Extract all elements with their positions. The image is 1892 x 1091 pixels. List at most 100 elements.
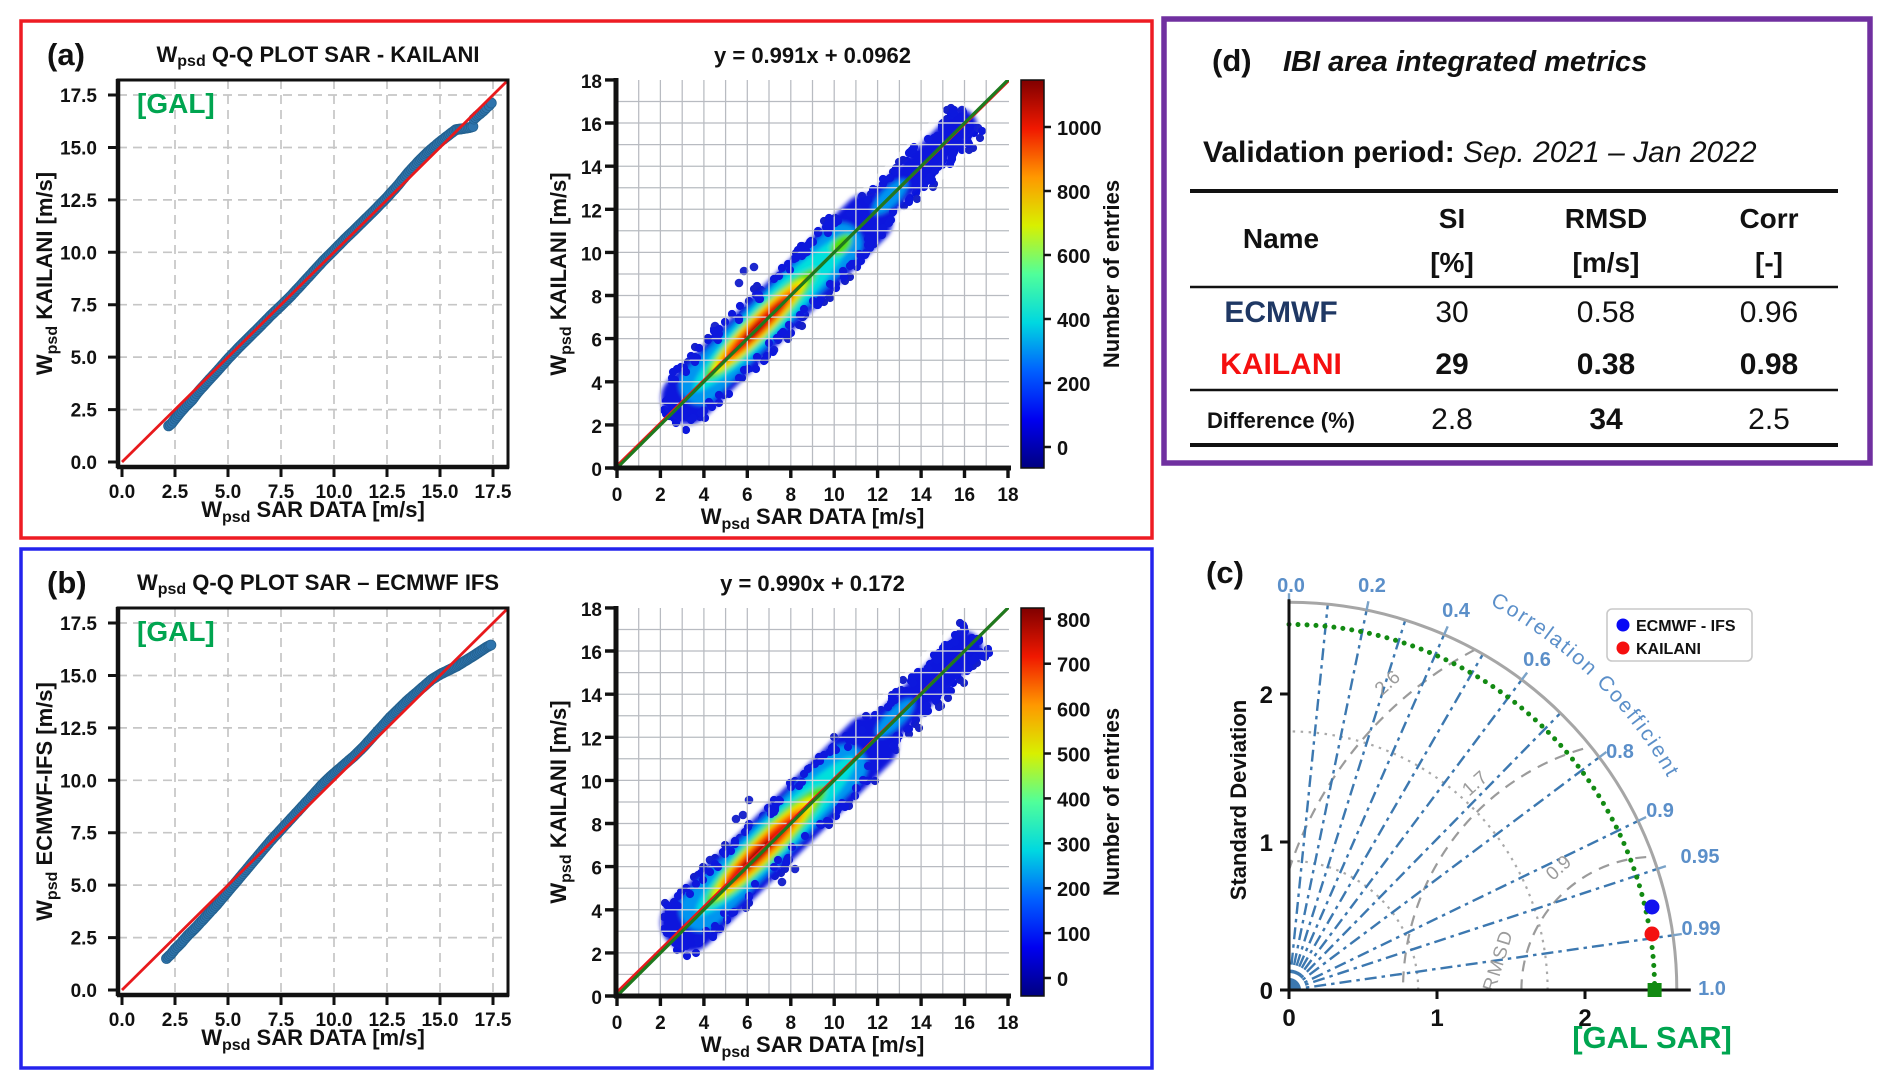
svg-text:0.4: 0.4 <box>1442 600 1471 622</box>
svg-text:7.5: 7.5 <box>71 824 98 845</box>
svg-text:2: 2 <box>591 417 602 438</box>
svg-text:600: 600 <box>1057 246 1090 268</box>
svg-text:8: 8 <box>786 1013 797 1034</box>
svg-text:2.5: 2.5 <box>1748 403 1790 436</box>
svg-text:(d): (d) <box>1212 43 1252 78</box>
svg-text:ECMWF - IFS: ECMWF - IFS <box>1636 618 1736 635</box>
svg-text:0.0: 0.0 <box>109 482 135 503</box>
svg-text:0.0: 0.0 <box>71 981 97 1002</box>
svg-text:2: 2 <box>591 945 602 966</box>
svg-text:Wpsd Q-Q PLOT SAR - KAILANI: Wpsd Q-Q PLOT SAR - KAILANI <box>157 42 480 70</box>
svg-text:14: 14 <box>581 686 603 707</box>
svg-text:Wpsd SAR DATA [m/s]: Wpsd SAR DATA [m/s] <box>701 504 925 533</box>
svg-text:8: 8 <box>591 816 602 837</box>
svg-text:4: 4 <box>699 485 710 506</box>
svg-text:2: 2 <box>655 485 666 506</box>
svg-text:15.0: 15.0 <box>422 482 459 503</box>
svg-text:SI: SI <box>1439 203 1465 234</box>
svg-text:0.58: 0.58 <box>1577 296 1635 329</box>
svg-text:6: 6 <box>591 859 602 880</box>
svg-text:0.38: 0.38 <box>1577 348 1635 381</box>
svg-text:10.0: 10.0 <box>316 1010 353 1031</box>
svg-text:10: 10 <box>581 244 602 265</box>
svg-text:17.5: 17.5 <box>60 86 97 107</box>
svg-text:16: 16 <box>581 115 602 136</box>
svg-text:1000: 1000 <box>1057 118 1102 140</box>
svg-text:5.0: 5.0 <box>215 482 241 503</box>
svg-text:8: 8 <box>786 485 797 506</box>
svg-text:Number of entries: Number of entries <box>1099 180 1124 368</box>
svg-text:0: 0 <box>612 485 623 506</box>
svg-text:17.5: 17.5 <box>475 482 512 503</box>
svg-text:Wpsd Q-Q PLOT SAR – ECMWF IFS: Wpsd Q-Q PLOT SAR – ECMWF IFS <box>137 570 499 598</box>
svg-text:[GAL]: [GAL] <box>137 616 215 647</box>
svg-text:2: 2 <box>1578 1005 1591 1032</box>
svg-text:1: 1 <box>1430 1005 1443 1032</box>
svg-text:(a): (a) <box>47 37 85 72</box>
svg-text:Difference (%): Difference (%) <box>1207 408 1355 433</box>
svg-text:Number of entries: Number of entries <box>1099 708 1124 896</box>
svg-text:0: 0 <box>1260 978 1273 1005</box>
svg-text:15.0: 15.0 <box>422 1010 459 1031</box>
svg-text:2.5: 2.5 <box>162 1010 189 1031</box>
svg-text:16: 16 <box>954 485 975 506</box>
svg-text:IBI area integrated metrics: IBI area integrated metrics <box>1283 46 1647 78</box>
svg-text:6: 6 <box>742 1013 753 1034</box>
svg-text:5.0: 5.0 <box>215 1010 241 1031</box>
svg-text:29: 29 <box>1435 348 1468 381</box>
svg-text:[GAL]: [GAL] <box>137 88 215 119</box>
svg-text:0: 0 <box>1057 438 1068 460</box>
svg-text:(b): (b) <box>47 565 87 600</box>
svg-text:0.96: 0.96 <box>1740 296 1798 329</box>
svg-text:0: 0 <box>591 460 602 481</box>
svg-text:Corr: Corr <box>1739 203 1798 234</box>
svg-text:14: 14 <box>911 1013 933 1034</box>
svg-text:12: 12 <box>867 485 888 506</box>
svg-text:400: 400 <box>1057 310 1090 332</box>
svg-text:1: 1 <box>1260 830 1273 857</box>
svg-text:0: 0 <box>1282 1005 1295 1032</box>
svg-text:(c): (c) <box>1206 555 1244 590</box>
svg-text:5.0: 5.0 <box>71 876 97 897</box>
svg-text:KAILANI: KAILANI <box>1636 641 1701 658</box>
svg-text:2: 2 <box>1260 682 1273 709</box>
svg-text:2.5: 2.5 <box>71 401 98 422</box>
svg-text:200: 200 <box>1057 374 1090 396</box>
svg-text:12: 12 <box>867 1013 888 1034</box>
svg-text:RMSD: RMSD <box>1565 203 1647 234</box>
svg-text:1.0: 1.0 <box>1698 978 1726 1000</box>
svg-text:800: 800 <box>1057 182 1090 204</box>
svg-text:Wpsd KAILANI [m/s]: Wpsd KAILANI [m/s] <box>32 172 61 375</box>
svg-text:10: 10 <box>824 485 845 506</box>
svg-text:0.99: 0.99 <box>1682 918 1721 940</box>
svg-text:2: 2 <box>655 1013 666 1034</box>
svg-text:y = 0.991x + 0.0962: y = 0.991x + 0.0962 <box>714 43 911 68</box>
svg-text:12.5: 12.5 <box>60 719 97 740</box>
svg-text:Wpsd ECMWF-IFS [m/s]: Wpsd ECMWF-IFS [m/s] <box>32 682 61 921</box>
svg-text:30: 30 <box>1435 296 1468 329</box>
svg-text:0.8: 0.8 <box>1606 741 1634 763</box>
svg-text:ECMWF: ECMWF <box>1224 296 1337 329</box>
svg-text:15.0: 15.0 <box>60 667 97 688</box>
svg-text:KAILANI: KAILANI <box>1220 348 1342 381</box>
svg-text:800: 800 <box>1057 610 1090 632</box>
svg-text:18: 18 <box>581 600 602 621</box>
svg-text:200: 200 <box>1057 879 1090 901</box>
svg-text:[m/s]: [m/s] <box>1573 247 1640 278</box>
svg-text:7.5: 7.5 <box>71 296 98 317</box>
svg-text:0.2: 0.2 <box>1358 575 1386 597</box>
svg-text:0.0: 0.0 <box>109 1010 135 1031</box>
svg-text:12.5: 12.5 <box>369 1010 406 1031</box>
svg-text:5.0: 5.0 <box>71 348 97 369</box>
svg-text:12: 12 <box>581 201 602 222</box>
svg-text:4: 4 <box>591 374 602 395</box>
svg-text:10: 10 <box>581 772 602 793</box>
svg-text:0: 0 <box>1057 969 1068 991</box>
svg-text:12.5: 12.5 <box>60 191 97 212</box>
svg-text:18: 18 <box>997 1013 1018 1034</box>
svg-text:400: 400 <box>1057 789 1090 811</box>
svg-text:10.0: 10.0 <box>60 243 97 264</box>
svg-text:2.5: 2.5 <box>162 482 189 503</box>
svg-text:0.6: 0.6 <box>1523 649 1551 671</box>
svg-text:17.5: 17.5 <box>60 614 97 635</box>
